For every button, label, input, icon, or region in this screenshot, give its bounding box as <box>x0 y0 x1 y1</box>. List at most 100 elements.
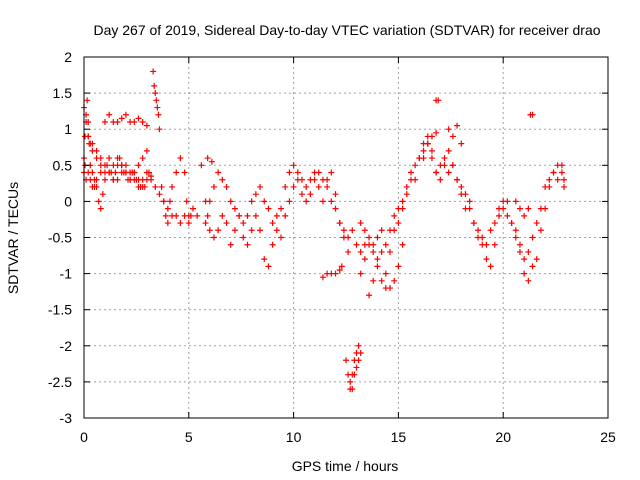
data-point <box>345 371 352 378</box>
data-point <box>269 220 276 227</box>
data-point <box>336 266 343 273</box>
data-point <box>328 198 335 205</box>
data-point <box>227 198 234 205</box>
data-point <box>560 183 567 190</box>
data-point <box>204 155 211 162</box>
data-point <box>87 176 94 183</box>
data-point <box>454 122 461 129</box>
data-point <box>449 162 456 169</box>
data-point <box>347 378 354 385</box>
data-point <box>286 169 293 176</box>
data-point <box>151 82 158 89</box>
data-point <box>278 205 285 212</box>
data-point <box>173 212 180 219</box>
data-point <box>112 169 119 176</box>
data-point <box>189 205 196 212</box>
data-point <box>395 220 402 227</box>
data-point <box>156 191 163 198</box>
data-point <box>99 191 106 198</box>
data-point <box>269 241 276 248</box>
data-point <box>349 227 356 234</box>
data-point <box>118 115 125 122</box>
y-tick-label: 0 <box>64 193 72 209</box>
data-point <box>223 183 230 190</box>
data-point <box>357 350 364 357</box>
data-point <box>382 241 389 248</box>
data-point <box>370 248 377 255</box>
data-point <box>391 277 398 284</box>
data-point <box>106 111 113 118</box>
data-point <box>458 183 465 190</box>
data-point <box>206 227 213 234</box>
data-point <box>387 285 394 292</box>
data-point <box>357 270 364 277</box>
data-point <box>298 176 305 183</box>
data-point <box>412 162 419 169</box>
data-point <box>487 263 494 270</box>
data-point <box>97 155 104 162</box>
data-point <box>483 256 490 263</box>
data-point <box>95 198 102 205</box>
data-point <box>210 234 217 241</box>
data-point <box>512 198 519 205</box>
data-point <box>521 256 528 263</box>
data-point <box>135 183 142 190</box>
data-point <box>332 191 339 198</box>
data-point <box>525 205 532 212</box>
data-point <box>139 176 146 183</box>
data-point <box>353 241 360 248</box>
data-point <box>160 198 167 205</box>
data-point <box>370 277 377 284</box>
data-point <box>525 277 532 284</box>
data-point <box>437 176 444 183</box>
data-point <box>378 277 385 284</box>
data-point <box>181 169 188 176</box>
data-point <box>257 227 264 234</box>
data-point <box>315 183 322 190</box>
data-point <box>340 227 347 234</box>
data-point <box>496 205 503 212</box>
data-point <box>550 169 557 176</box>
data-point <box>355 357 362 364</box>
data-point <box>378 248 385 255</box>
data-point <box>231 227 238 234</box>
data-point <box>315 169 322 176</box>
data-point <box>244 212 251 219</box>
data-point <box>445 169 452 176</box>
data-point <box>496 212 503 219</box>
data-point <box>248 198 255 205</box>
data-point <box>345 248 352 255</box>
data-point <box>560 176 567 183</box>
data-point <box>202 220 209 227</box>
data-point <box>248 227 255 234</box>
data-point <box>319 176 326 183</box>
data-point <box>278 234 285 241</box>
data-point <box>403 183 410 190</box>
y-axis-label: SDTVAR / TECUs <box>5 182 21 294</box>
data-point <box>143 147 150 154</box>
data-point <box>139 118 146 125</box>
data-point <box>131 118 138 125</box>
data-point <box>537 227 544 234</box>
data-point <box>382 270 389 277</box>
data-point <box>324 183 331 190</box>
data-point <box>303 198 310 205</box>
data-point <box>106 155 113 162</box>
data-point <box>403 191 410 198</box>
data-point <box>529 263 536 270</box>
data-point <box>169 183 176 190</box>
data-point <box>554 176 561 183</box>
data-point <box>210 183 217 190</box>
x-tick-label: 5 <box>185 429 193 445</box>
data-point <box>449 133 456 140</box>
y-tick-label: 0.5 <box>53 157 73 173</box>
data-point <box>85 133 92 140</box>
data-point <box>319 274 326 281</box>
data-point <box>558 169 565 176</box>
data-point <box>521 270 528 277</box>
data-point <box>336 220 343 227</box>
data-point <box>106 169 113 176</box>
data-point <box>265 205 272 212</box>
data-point <box>303 183 310 190</box>
